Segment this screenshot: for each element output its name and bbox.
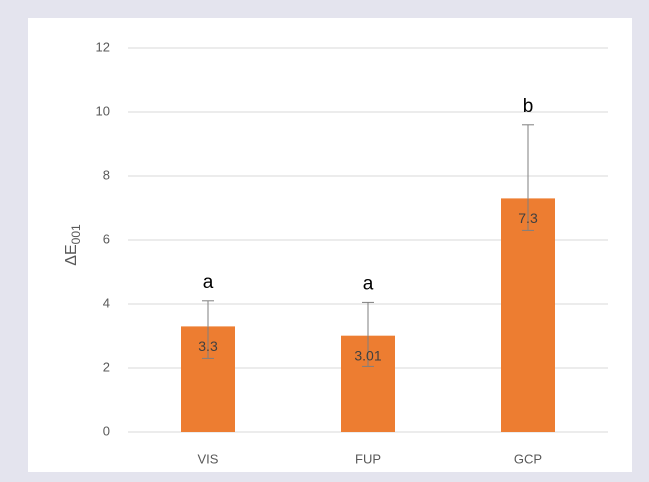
bar <box>501 198 555 432</box>
y-tick-label: 8 <box>103 167 110 182</box>
value-label: 7.3 <box>518 210 538 226</box>
significance-letter: a <box>363 273 374 294</box>
significance-letter: b <box>523 96 534 117</box>
y-tick-label: 0 <box>103 423 110 438</box>
y-axis-label: ΔE001 <box>63 224 83 266</box>
value-label: 3.01 <box>354 347 381 363</box>
y-tick-label: 10 <box>96 103 110 118</box>
y-tick-label: 4 <box>103 295 110 310</box>
x-tick-label: FUP <box>355 451 381 466</box>
significance-letter: a <box>203 272 214 293</box>
y-tick-label: 6 <box>103 231 110 246</box>
x-tick-label: GCP <box>514 451 542 466</box>
y-axis-label-main: ΔE <box>63 244 80 265</box>
y-axis-label-sub: 001 <box>69 224 83 244</box>
y-tick-label: 2 <box>103 359 110 374</box>
value-label: 3.3 <box>198 338 218 354</box>
x-tick-label: VIS <box>198 451 219 466</box>
y-tick-label: 12 <box>96 39 110 54</box>
